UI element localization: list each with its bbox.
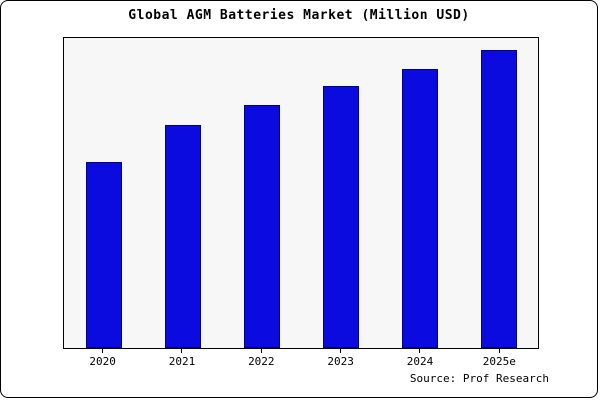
x-label-slot-2020: 2020 xyxy=(63,349,142,368)
bar-2021 xyxy=(164,124,201,348)
x-tick-label: 2020 xyxy=(89,355,116,368)
chart-title: Global AGM Batteries Market (Million USD… xyxy=(128,8,470,23)
bar-slot-2023 xyxy=(301,38,380,348)
bar-2023 xyxy=(322,86,359,348)
plot-area xyxy=(63,37,539,349)
x-label-slot-2021: 2021 xyxy=(142,349,221,368)
x-label-slot-2024: 2024 xyxy=(380,349,459,368)
x-tick xyxy=(102,349,104,353)
x-label-slot-2022: 2022 xyxy=(222,349,301,368)
bar-slot-2025e xyxy=(459,38,538,348)
x-tick-label: 2025e xyxy=(482,355,516,368)
x-tick xyxy=(181,349,183,353)
x-tick xyxy=(260,349,262,353)
bar-2022 xyxy=(243,104,280,348)
bar-slot-2020 xyxy=(64,38,143,348)
source-text: Source: Prof Research xyxy=(409,372,549,385)
x-label-slot-2023: 2023 xyxy=(301,349,380,368)
x-tick-label: 2024 xyxy=(406,355,434,368)
bar-2020 xyxy=(85,162,122,348)
x-label-slot-2025e: 2025e xyxy=(460,349,539,368)
x-tick xyxy=(340,349,342,353)
x-tick-label: 2023 xyxy=(327,355,354,368)
bar-slot-2022 xyxy=(222,38,301,348)
x-axis-labels: 2020 2021 2022 2023 2024 2025e xyxy=(63,349,539,368)
x-tick xyxy=(498,349,500,353)
bar-2024 xyxy=(401,69,438,348)
bar-slot-2021 xyxy=(143,38,222,348)
bars-container xyxy=(64,38,538,348)
x-tick xyxy=(419,349,421,353)
bar-2025e xyxy=(480,50,517,348)
x-tick-label: 2022 xyxy=(248,355,275,368)
x-tick-label: 2021 xyxy=(168,355,196,368)
bar-slot-2024 xyxy=(380,38,459,348)
